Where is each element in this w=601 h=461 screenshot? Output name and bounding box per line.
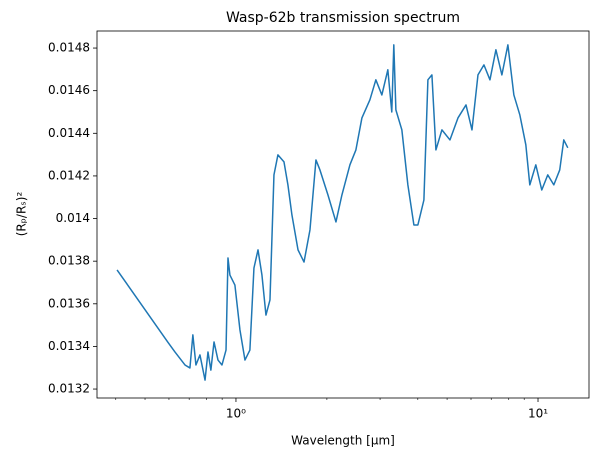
data-line [116,44,569,381]
x-tick-label: 10⁰ [226,407,246,421]
y-axis-label: (Rₚ/Rₛ)² [15,192,29,237]
y-tick-label: 0.0132 [48,382,90,396]
y-tick-label: 0.0134 [48,339,90,353]
chart-title: Wasp-62b transmission spectrum [226,10,460,26]
y-tick-label: 0.0136 [48,296,90,310]
x-axis-label: Wavelength [μm] [291,434,395,448]
y-tick-label: 0.0148 [48,41,90,55]
y-tick-label: 0.0144 [48,126,90,140]
x-tick-label: 10¹ [528,407,548,421]
y-tick-label: 0.0142 [48,168,90,182]
y-tick-label: 0.0146 [48,83,90,97]
plot-frame [96,30,590,399]
y-tick-label: 0.0138 [48,254,90,268]
y-tick-label: 0.014 [56,211,90,225]
